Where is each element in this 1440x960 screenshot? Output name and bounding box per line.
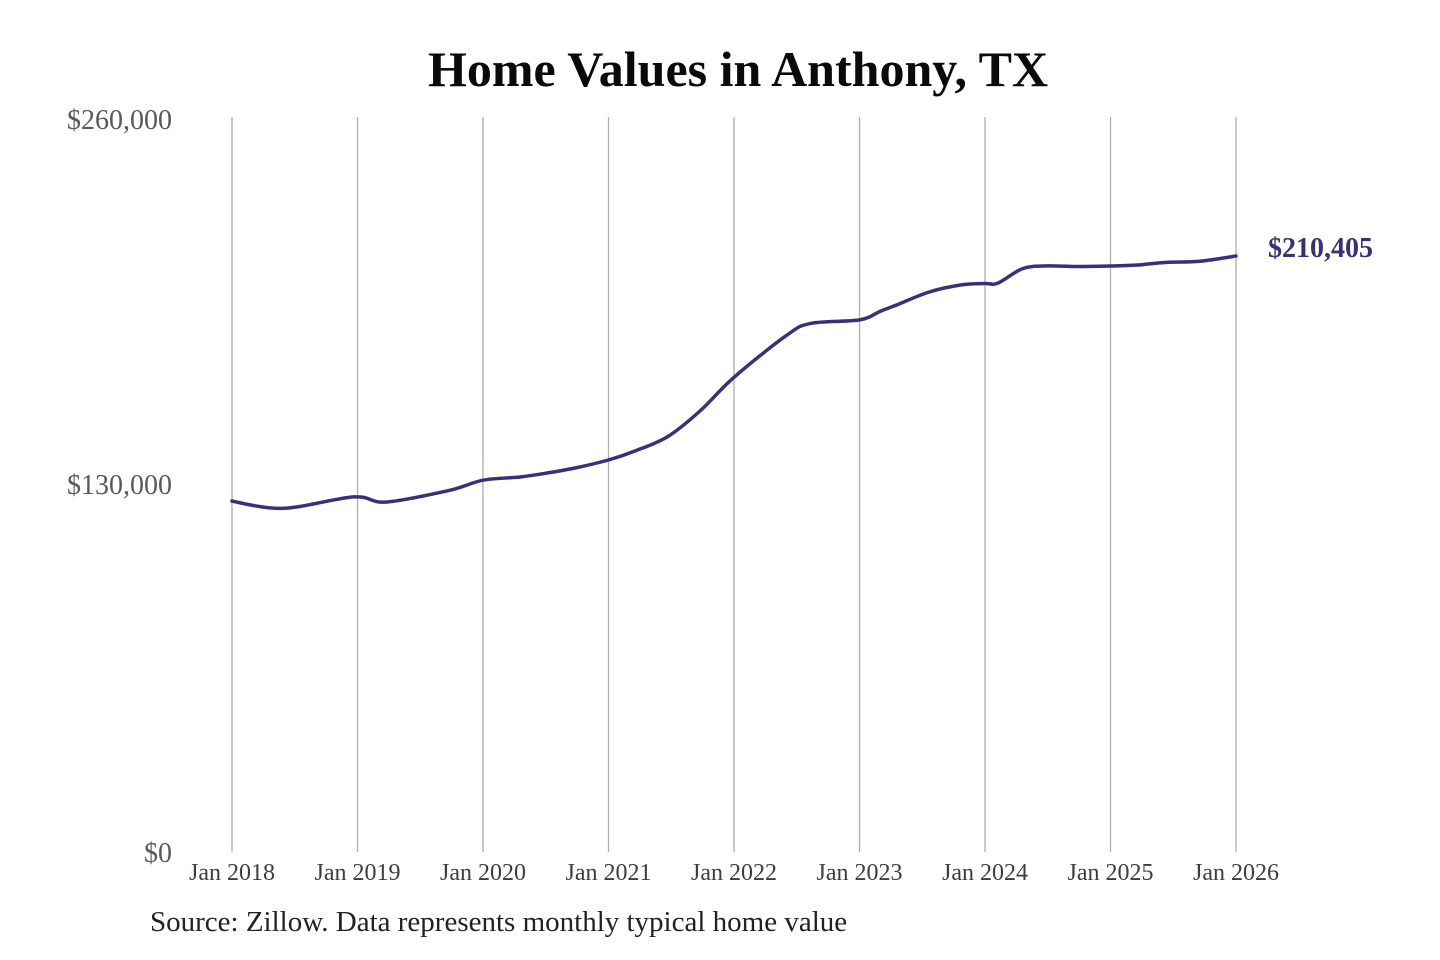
svg-text:$130,000: $130,000 bbox=[67, 470, 172, 501]
svg-text:Jan 2018: Jan 2018 bbox=[189, 860, 275, 886]
svg-text:Jan 2023: Jan 2023 bbox=[817, 860, 903, 886]
svg-text:Jan 2024: Jan 2024 bbox=[942, 860, 1028, 886]
svg-text:$210,405: $210,405 bbox=[1268, 233, 1373, 264]
svg-text:$0: $0 bbox=[144, 838, 172, 869]
svg-text:Jan 2019: Jan 2019 bbox=[315, 860, 401, 886]
svg-text:$260,000: $260,000 bbox=[67, 105, 172, 136]
svg-text:Jan 2022: Jan 2022 bbox=[691, 860, 777, 886]
svg-text:Jan 2021: Jan 2021 bbox=[566, 860, 652, 886]
svg-text:Jan 2025: Jan 2025 bbox=[1068, 860, 1154, 886]
svg-text:Jan 2020: Jan 2020 bbox=[440, 860, 526, 886]
svg-text:Jan 2026: Jan 2026 bbox=[1193, 860, 1279, 886]
